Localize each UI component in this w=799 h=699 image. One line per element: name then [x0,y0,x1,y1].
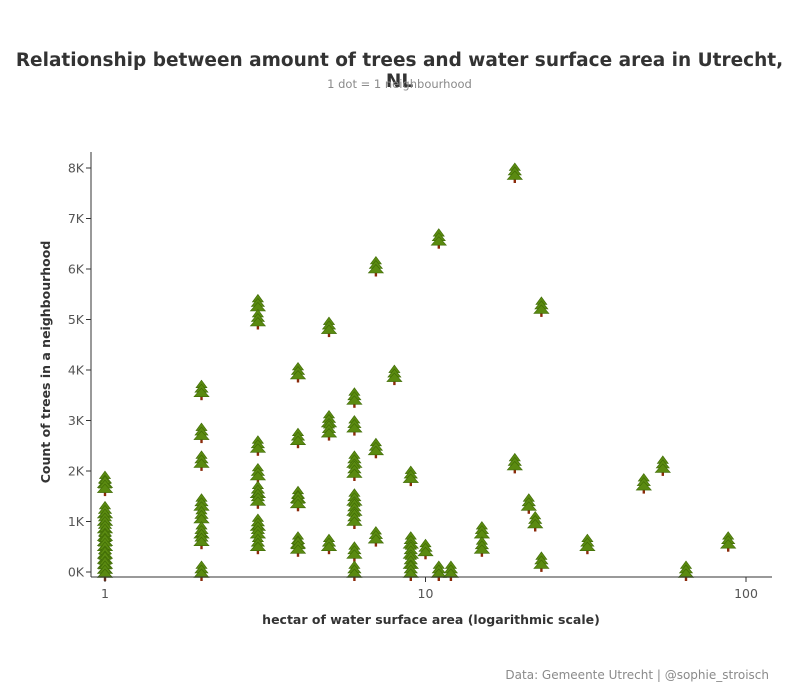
y-tick-label: 0K [68,565,85,580]
tree-marker-point [654,455,671,476]
chart-title: Relationship between amount of trees and… [15,50,784,92]
tree-marker-point [473,536,491,557]
tree-marker-point [249,293,267,315]
tree-marker-point [430,228,447,249]
tree-marker-point [193,422,210,444]
y-tick-label: 6K [68,262,85,277]
y-tick-label: 8K [68,161,85,176]
y-ticks: 0K 1K 2K 3K 4K 5K 6K 7K 8K [68,161,91,580]
tree-marker-point [193,450,210,471]
tree-marker-point [346,508,363,529]
tree-marker-point [346,415,363,436]
tree-marker-point [533,296,550,317]
tree-marker-point [96,475,114,497]
tree-marker-point [720,531,737,552]
tree-marker-point [579,533,596,555]
tree-marker-point [506,452,523,474]
tree-marker-point [473,521,491,542]
tree-marker-point [417,538,434,560]
tree-marker-point [193,528,210,550]
tree-marker-point [677,560,695,581]
y-tick-label: 2K [68,464,85,479]
x-ticks: 1 10 100 [101,577,758,601]
points-layer [96,162,737,581]
tree-marker-point [635,473,652,494]
y-tick-label: 5K [68,312,85,327]
tree-marker-point [289,427,307,449]
tree-marker-point [193,379,210,401]
tree-marker-point [346,541,363,562]
tree-marker-point [193,560,210,581]
tree-marker-point [289,536,307,557]
tree-marker-point [249,462,267,484]
y-axis-title: Count of trees in a neighbourhood [38,241,53,484]
tree-marker-point [249,533,267,555]
x-tick-label: 1 [101,586,109,601]
tree-marker-point [249,435,267,456]
tree-marker-point [506,162,523,183]
tree-marker-point [533,551,550,572]
y-tick-label: 7K [68,211,85,226]
tree-marker-point [442,560,460,581]
tree-marker-point [430,560,447,581]
y-tick-label: 3K [68,413,85,428]
tree-marker-point [289,361,307,383]
tree-marker-point [367,437,385,459]
y-tick-label: 4K [68,363,85,378]
tree-marker-point [346,460,363,481]
tree-marker-point [520,493,537,514]
y-tick-label: 1K [68,514,85,529]
tree-marker-point [249,308,267,330]
tree-marker-point [320,316,338,338]
tree-marker-point [367,526,385,547]
tree-marker-point [386,364,403,386]
tree-marker-point [527,510,544,532]
x-tick-label: 100 [734,586,758,601]
tree-marker-point [346,560,363,581]
tree-marker-point [320,420,338,441]
x-axis-title: hectar of water surface area (logarithmi… [262,612,600,627]
tree-marker-point [402,465,419,487]
chart-subtitle: 1 dot = 1 neighbourhood [327,77,472,91]
tree-marker-point [367,255,385,277]
data-source-credit: Data: Gemeente Utrecht | @sophie_stroisc… [505,668,769,682]
x-tick-label: 10 [418,586,434,601]
tree-marker-point [346,387,363,408]
tree-marker-point [249,488,267,509]
tree-marker-point [289,490,307,512]
tree-marker-point [320,533,338,555]
